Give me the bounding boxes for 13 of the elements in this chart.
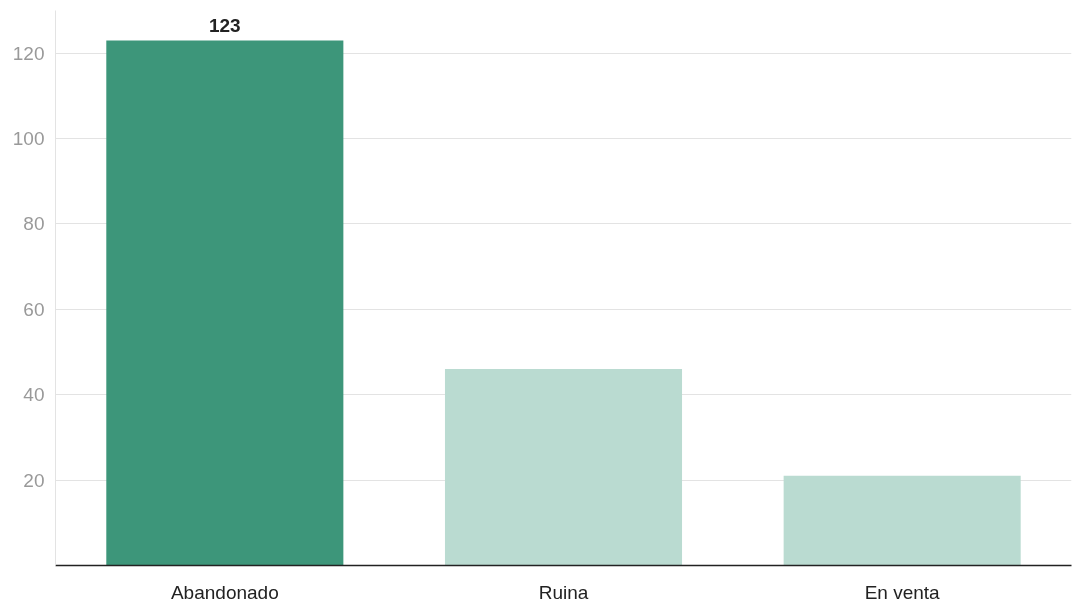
y-tick-label: 40 <box>23 384 45 406</box>
bar <box>106 40 344 566</box>
bar <box>444 369 683 566</box>
y-tick-label: 100 <box>12 128 45 150</box>
bar <box>783 475 1021 566</box>
y-tick-label: 60 <box>23 298 45 320</box>
x-tick-label: Ruina <box>538 581 589 603</box>
data-label: 123 <box>208 15 241 37</box>
y-tick-label: 120 <box>12 42 45 64</box>
x-tick-label: Abandonado <box>170 581 279 603</box>
x-tick-label: En venta <box>864 581 941 603</box>
y-tick-label: 20 <box>23 469 45 491</box>
y-tick-label: 80 <box>23 213 45 235</box>
